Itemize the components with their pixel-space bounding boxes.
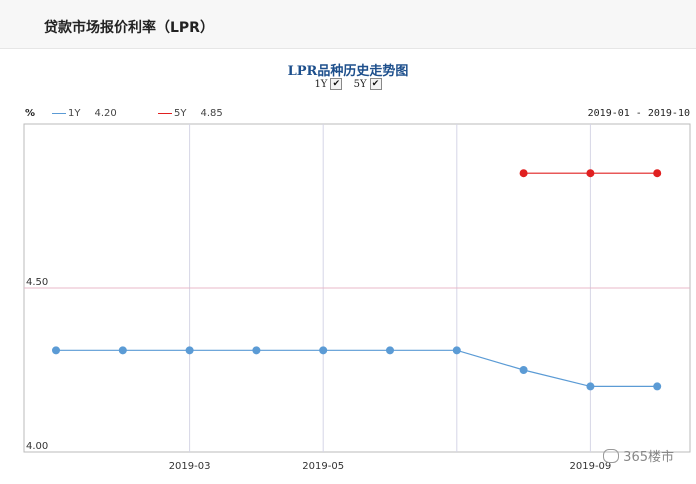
chart-title: LPR品种历史走势图 (287, 64, 409, 79)
x-tick-label: 2019-09 (570, 461, 612, 472)
legend-value-1y: 4.20 (94, 108, 117, 119)
data-point-5y (519, 169, 528, 178)
toggle-1y-label: 1Y (314, 78, 328, 90)
legend-name-1y: 1Y (68, 108, 81, 119)
y-tick-label: 4.00 (26, 441, 48, 452)
page-title: 贷款市场报价利率（LPR） (44, 20, 214, 36)
data-point-1y (452, 346, 461, 355)
y-unit-label: % (25, 108, 36, 119)
y-tick-label: 4.50 (26, 277, 48, 288)
data-point-1y (319, 346, 328, 355)
watermark-text: 365楼市 (623, 450, 674, 465)
data-point-1y (185, 346, 194, 355)
data-point-1y (653, 382, 662, 391)
data-point-1y (118, 346, 127, 355)
legend-value-5y: 4.85 (200, 108, 223, 119)
legend-item-5y: 5Y 4.85 (158, 108, 223, 119)
x-tick-label: 2019-05 (302, 461, 344, 472)
chat-icon (603, 448, 620, 463)
data-point-1y (52, 346, 60, 355)
legend-item-1y: 1Y 4.20 (52, 108, 117, 119)
toggle-5y[interactable]: 5Y ✔ (354, 78, 382, 90)
toggle-5y-checkbox[interactable]: ✔ (369, 78, 382, 90)
data-point-1y (586, 382, 595, 391)
legend-swatch-1y (52, 113, 66, 114)
legend-swatch-5y (158, 113, 172, 114)
page-header: 贷款市场报价利率（LPR） (0, 0, 696, 49)
series-line-1y (56, 349, 658, 387)
watermark: 365楼市 (603, 446, 674, 465)
data-point-1y (386, 346, 394, 355)
date-range: 2019-01 - 2019-10 (587, 108, 690, 119)
data-point-1y (519, 366, 528, 374)
x-tick-label: 2019-03 (169, 461, 211, 472)
toggle-5y-label: 5Y (353, 78, 367, 90)
toggle-1y[interactable]: 1Y ✔ (314, 78, 343, 90)
data-point-5y (586, 169, 595, 178)
legend-name-5y: 5Y (174, 108, 187, 119)
series-toggles: 1Y ✔ 5Y ✔ (0, 78, 696, 90)
toggle-1y-checkbox[interactable]: ✔ (330, 78, 343, 90)
data-point-5y (653, 169, 662, 178)
data-point-1y (252, 346, 261, 355)
